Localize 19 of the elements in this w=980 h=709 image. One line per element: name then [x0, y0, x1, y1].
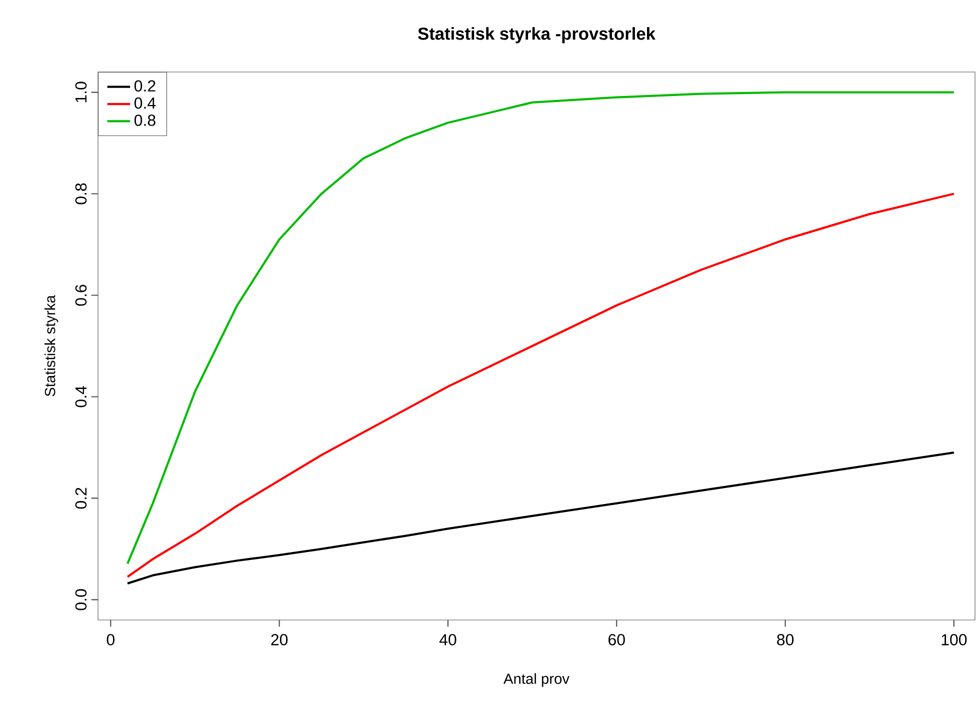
legend-label: 0.4 [134, 97, 156, 109]
y-tick-label: 1.0 [75, 82, 87, 102]
y-tick-label: 0.0 [75, 589, 87, 610]
x-tick-label: 60 [608, 634, 625, 646]
x-axis-title: Antal prov [504, 673, 570, 687]
x-tick-label: 100 [942, 634, 967, 646]
y-tick-label: 0.2 [75, 488, 87, 509]
chart-title: Statistisk styrka -provstorlek [418, 27, 656, 44]
line-series [126, 451, 955, 585]
legend-label: 0.2 [134, 80, 156, 92]
y-tick-label: 0.8 [75, 183, 87, 204]
x-tick-label: 80 [777, 634, 794, 646]
x-tick-label: 40 [439, 634, 456, 646]
x-tick-label: 0 [106, 634, 114, 646]
y-axis-title: Statistisk styrka [44, 295, 58, 396]
y-tick-label: 0.4 [75, 386, 87, 408]
legend-label: 0.8 [134, 114, 156, 126]
y-tick-label: 0.6 [75, 284, 87, 306]
x-tick-label: 20 [271, 634, 288, 646]
